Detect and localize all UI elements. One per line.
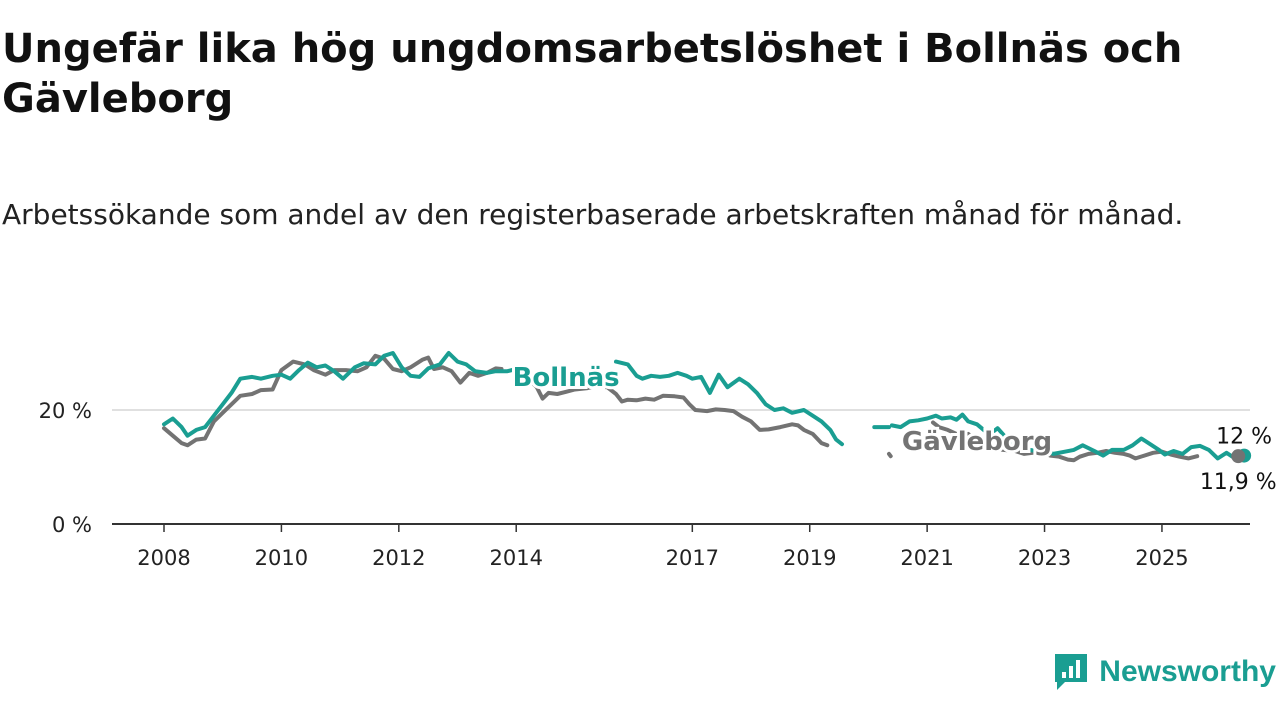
end-value-label: 11,9 % xyxy=(1200,470,1277,495)
chart-subtitle: Arbetssökande som andel av den registerb… xyxy=(2,198,1184,231)
series-label: Gävleborg xyxy=(902,427,1052,457)
x-tick-label: 2012 xyxy=(372,546,425,570)
series-line-gavleborg xyxy=(162,353,504,448)
newsworthy-logo-icon xyxy=(1055,654,1088,690)
x-tick-label: 2008 xyxy=(137,546,190,570)
y-tick-label: 0 % xyxy=(52,513,92,537)
x-tick-label: 2010 xyxy=(255,546,308,570)
end-value-label: 12 % xyxy=(1216,425,1272,450)
axis-layer: 0 % 20 % 2008 2010 2012 2014 2017 2019 2021 2023 2… xyxy=(39,399,1250,570)
chart-title: Ungefär lika hög ungdomsarbetslöshet i B… xyxy=(2,26,1183,122)
x-tick-label: 2019 xyxy=(783,546,836,570)
series-line-bollnas xyxy=(889,412,1250,461)
x-tick-label: 2021 xyxy=(900,546,953,570)
series-end-point xyxy=(1231,449,1246,464)
x-tick-label: 2025 xyxy=(1135,546,1188,570)
series-label: Bollnäs xyxy=(513,363,620,393)
series-layer xyxy=(162,351,1250,463)
newsworthy-logo: Newsworthy xyxy=(1053,652,1276,692)
x-tick-label: 2014 xyxy=(489,546,542,570)
y-tick-label: 20 % xyxy=(39,399,92,423)
brand-name: Newsworthy xyxy=(1099,655,1276,688)
series-line-bollnas xyxy=(162,351,527,438)
series-line-bollnas xyxy=(614,359,844,447)
x-tick-label: 2023 xyxy=(1018,546,1071,570)
x-tick-label: 2017 xyxy=(666,546,719,570)
series-line-gavleborg xyxy=(526,376,830,448)
line-chart: Bollnäs Gävleborg 12 % 11,9 % 0 % 20 % 2008 20… xyxy=(39,351,1280,570)
series-line-gavleborg xyxy=(887,451,893,459)
series-line-gavleborg xyxy=(931,420,1200,463)
series-line-bollnas xyxy=(558,376,574,387)
label-layer: Bollnäs Gävleborg 12 % 11,9 % xyxy=(510,360,1280,498)
